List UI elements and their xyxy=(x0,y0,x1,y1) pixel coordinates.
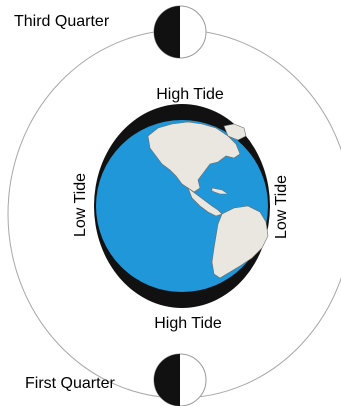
first-quarter-label: First Quarter xyxy=(25,375,115,392)
north-america-landmass xyxy=(147,121,241,193)
moon-dark-half xyxy=(154,6,180,58)
high-tide-top-label: High Tide xyxy=(156,86,224,103)
greenland-landmass xyxy=(223,123,247,141)
south-america-landmass xyxy=(211,205,269,279)
low-tide-left-label: Low Tide xyxy=(72,173,89,237)
first-quarter-moon xyxy=(153,353,207,406)
third-quarter-label: Third Quarter xyxy=(14,13,110,30)
third-quarter-moon xyxy=(153,5,207,59)
high-tide-bottom-label: High Tide xyxy=(154,315,222,332)
low-tide-right-label: Low Tide xyxy=(273,175,290,239)
earth-globe xyxy=(96,120,269,292)
caribbean-islands xyxy=(211,187,229,195)
moon-dark-half xyxy=(154,354,180,406)
